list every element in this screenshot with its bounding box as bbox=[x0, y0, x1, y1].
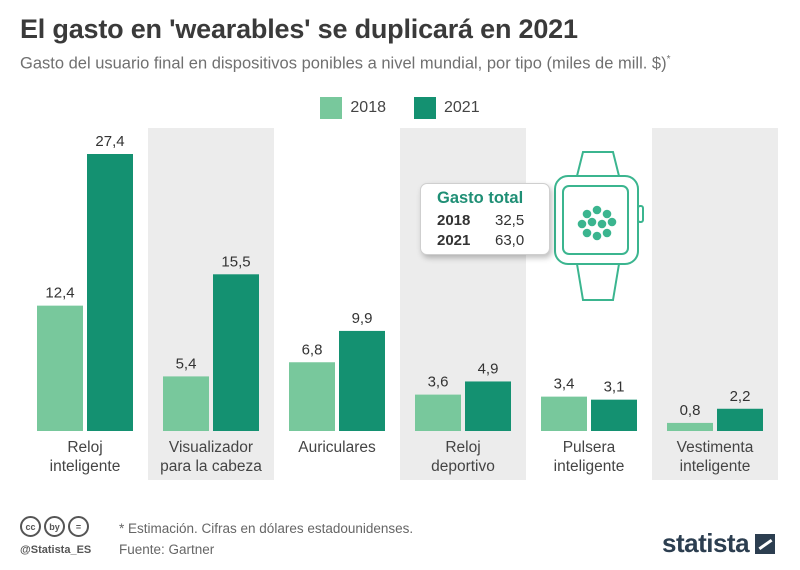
footer-note: * Estimación. Cifras en dólares estadoun… bbox=[119, 521, 414, 536]
bar-2021 bbox=[591, 399, 637, 431]
data-label: 3,6 bbox=[428, 374, 449, 391]
total-value: 63,0 bbox=[495, 232, 525, 249]
data-label: 12,4 bbox=[45, 285, 74, 302]
category-label-line: para la cabeza bbox=[160, 458, 262, 475]
bar-2018 bbox=[667, 422, 713, 431]
category-group: 12,4 27,4 Reloj inteligente bbox=[37, 133, 133, 475]
no-derivatives-icon: = bbox=[68, 516, 89, 537]
bar-2018 bbox=[163, 376, 209, 431]
footer-notes: * Estimación. Cifras en dólares estadoun… bbox=[119, 518, 413, 560]
watch-strap-top bbox=[576, 151, 620, 177]
bars: 12,4 27,4 Reloj inteligente 5,4 15,5 Visualiza… bbox=[37, 133, 763, 475]
bar-2018 bbox=[541, 396, 587, 431]
category-label: Vestimenta inteligente bbox=[677, 439, 754, 475]
total-value: 32,5 bbox=[495, 212, 525, 229]
legend-label-2021: 2021 bbox=[444, 99, 480, 116]
data-label: 3,1 bbox=[604, 379, 625, 396]
watch-dot bbox=[582, 228, 592, 238]
data-label: 15,5 bbox=[221, 253, 250, 270]
footer-source: Fuente: Gartner bbox=[119, 542, 215, 557]
legend-swatch-2018 bbox=[320, 97, 343, 119]
data-label: 2,2 bbox=[730, 388, 751, 405]
category-label-line: deportivo bbox=[431, 458, 495, 475]
bar-2021 bbox=[87, 154, 133, 431]
category-group: 6,8 9,9 Auriculares bbox=[289, 310, 385, 456]
category-label-line: Vestimenta bbox=[677, 439, 754, 456]
brand-mark-icon bbox=[755, 533, 776, 554]
watch-dot bbox=[592, 205, 602, 215]
data-label: 6,8 bbox=[302, 341, 323, 358]
category-group: 5,4 15,5 Visualizador para la cabeza bbox=[160, 253, 262, 475]
bar-2021 bbox=[717, 408, 763, 431]
total-row-2021: 2021 63,0 bbox=[437, 232, 524, 249]
category-group: 0,8 2,2 Vestimenta inteligente bbox=[667, 388, 763, 475]
legend-label-2018: 2018 bbox=[350, 99, 386, 116]
data-label: 9,9 bbox=[352, 310, 373, 327]
watch-dot bbox=[597, 219, 607, 229]
watch-app-dots bbox=[577, 205, 617, 241]
attribution-icon: by bbox=[44, 516, 65, 537]
total-row-2018: 2018 32,5 bbox=[437, 212, 524, 229]
bar-2021 bbox=[339, 330, 385, 431]
category-label-line: inteligente bbox=[554, 458, 625, 475]
total-year: 2018 bbox=[437, 212, 471, 229]
category-label: Visualizador para la cabeza bbox=[160, 439, 262, 475]
social-handle[interactable]: @Statista_ES bbox=[20, 544, 92, 556]
cc-icon: cc bbox=[20, 516, 41, 537]
watch-dot bbox=[582, 209, 592, 219]
chart-legend: 2018 2021 bbox=[0, 97, 800, 119]
bar-2018 bbox=[415, 394, 461, 431]
watch-crown bbox=[637, 205, 644, 223]
total-spending-title: Gasto total bbox=[437, 189, 524, 207]
category-label-line: Visualizador bbox=[169, 439, 253, 456]
license-icons: cc by = bbox=[20, 516, 89, 537]
category-group: 3,6 4,9 Reloj deportivo bbox=[415, 360, 511, 475]
brand-wordmark: statista bbox=[662, 528, 750, 558]
category-label: Auriculares bbox=[298, 439, 376, 456]
data-label: 5,4 bbox=[176, 355, 197, 372]
data-label: 27,4 bbox=[95, 133, 124, 150]
category-label-line: Reloj bbox=[67, 439, 102, 456]
bar-2018 bbox=[37, 305, 83, 431]
watch-dot bbox=[607, 217, 617, 227]
watch-strap-bottom bbox=[576, 263, 620, 301]
subtitle-text: Gasto del usuario final en dispositivos … bbox=[20, 54, 667, 73]
data-label: 4,9 bbox=[478, 360, 499, 377]
watch-dot bbox=[587, 217, 597, 227]
bar-2021 bbox=[465, 381, 511, 431]
category-group: 3,4 3,1 Pulsera inteligente bbox=[541, 376, 637, 475]
category-label: Reloj deportivo bbox=[431, 439, 495, 475]
chart-title: El gasto en 'wearables' se duplicará en … bbox=[20, 14, 578, 44]
smartwatch-icon bbox=[554, 151, 644, 301]
total-spending-box: Gasto total 2018 32,5 2021 63,0 bbox=[420, 183, 550, 255]
category-label-line: inteligente bbox=[50, 458, 121, 475]
watch-dot bbox=[592, 231, 602, 241]
total-year: 2021 bbox=[437, 232, 471, 249]
legend-item-2018: 2018 bbox=[320, 97, 386, 119]
chart-subtitle: Gasto del usuario final en dispositivos … bbox=[20, 54, 670, 74]
category-label-line: Pulsera bbox=[563, 439, 616, 456]
watch-dot bbox=[602, 228, 612, 238]
category-label-line: Reloj bbox=[445, 439, 480, 456]
watch-dot bbox=[602, 209, 612, 219]
category-label: Pulsera inteligente bbox=[554, 439, 625, 475]
legend-item-2021: 2021 bbox=[414, 97, 480, 119]
subtitle-asterisk: * bbox=[666, 54, 671, 65]
bar-2021 bbox=[213, 274, 259, 431]
statista-logo[interactable]: statista bbox=[662, 528, 776, 559]
category-label: Reloj inteligente bbox=[50, 439, 121, 475]
legend-swatch-2021 bbox=[414, 97, 436, 119]
category-label-line: Auriculares bbox=[298, 439, 376, 456]
watch-screen bbox=[562, 185, 629, 255]
data-label: 0,8 bbox=[680, 402, 701, 419]
watch-case bbox=[554, 175, 639, 265]
watch-dot bbox=[577, 219, 587, 229]
bar-2018 bbox=[289, 362, 335, 431]
data-label: 3,4 bbox=[554, 376, 575, 393]
category-label-line: inteligente bbox=[680, 458, 751, 475]
